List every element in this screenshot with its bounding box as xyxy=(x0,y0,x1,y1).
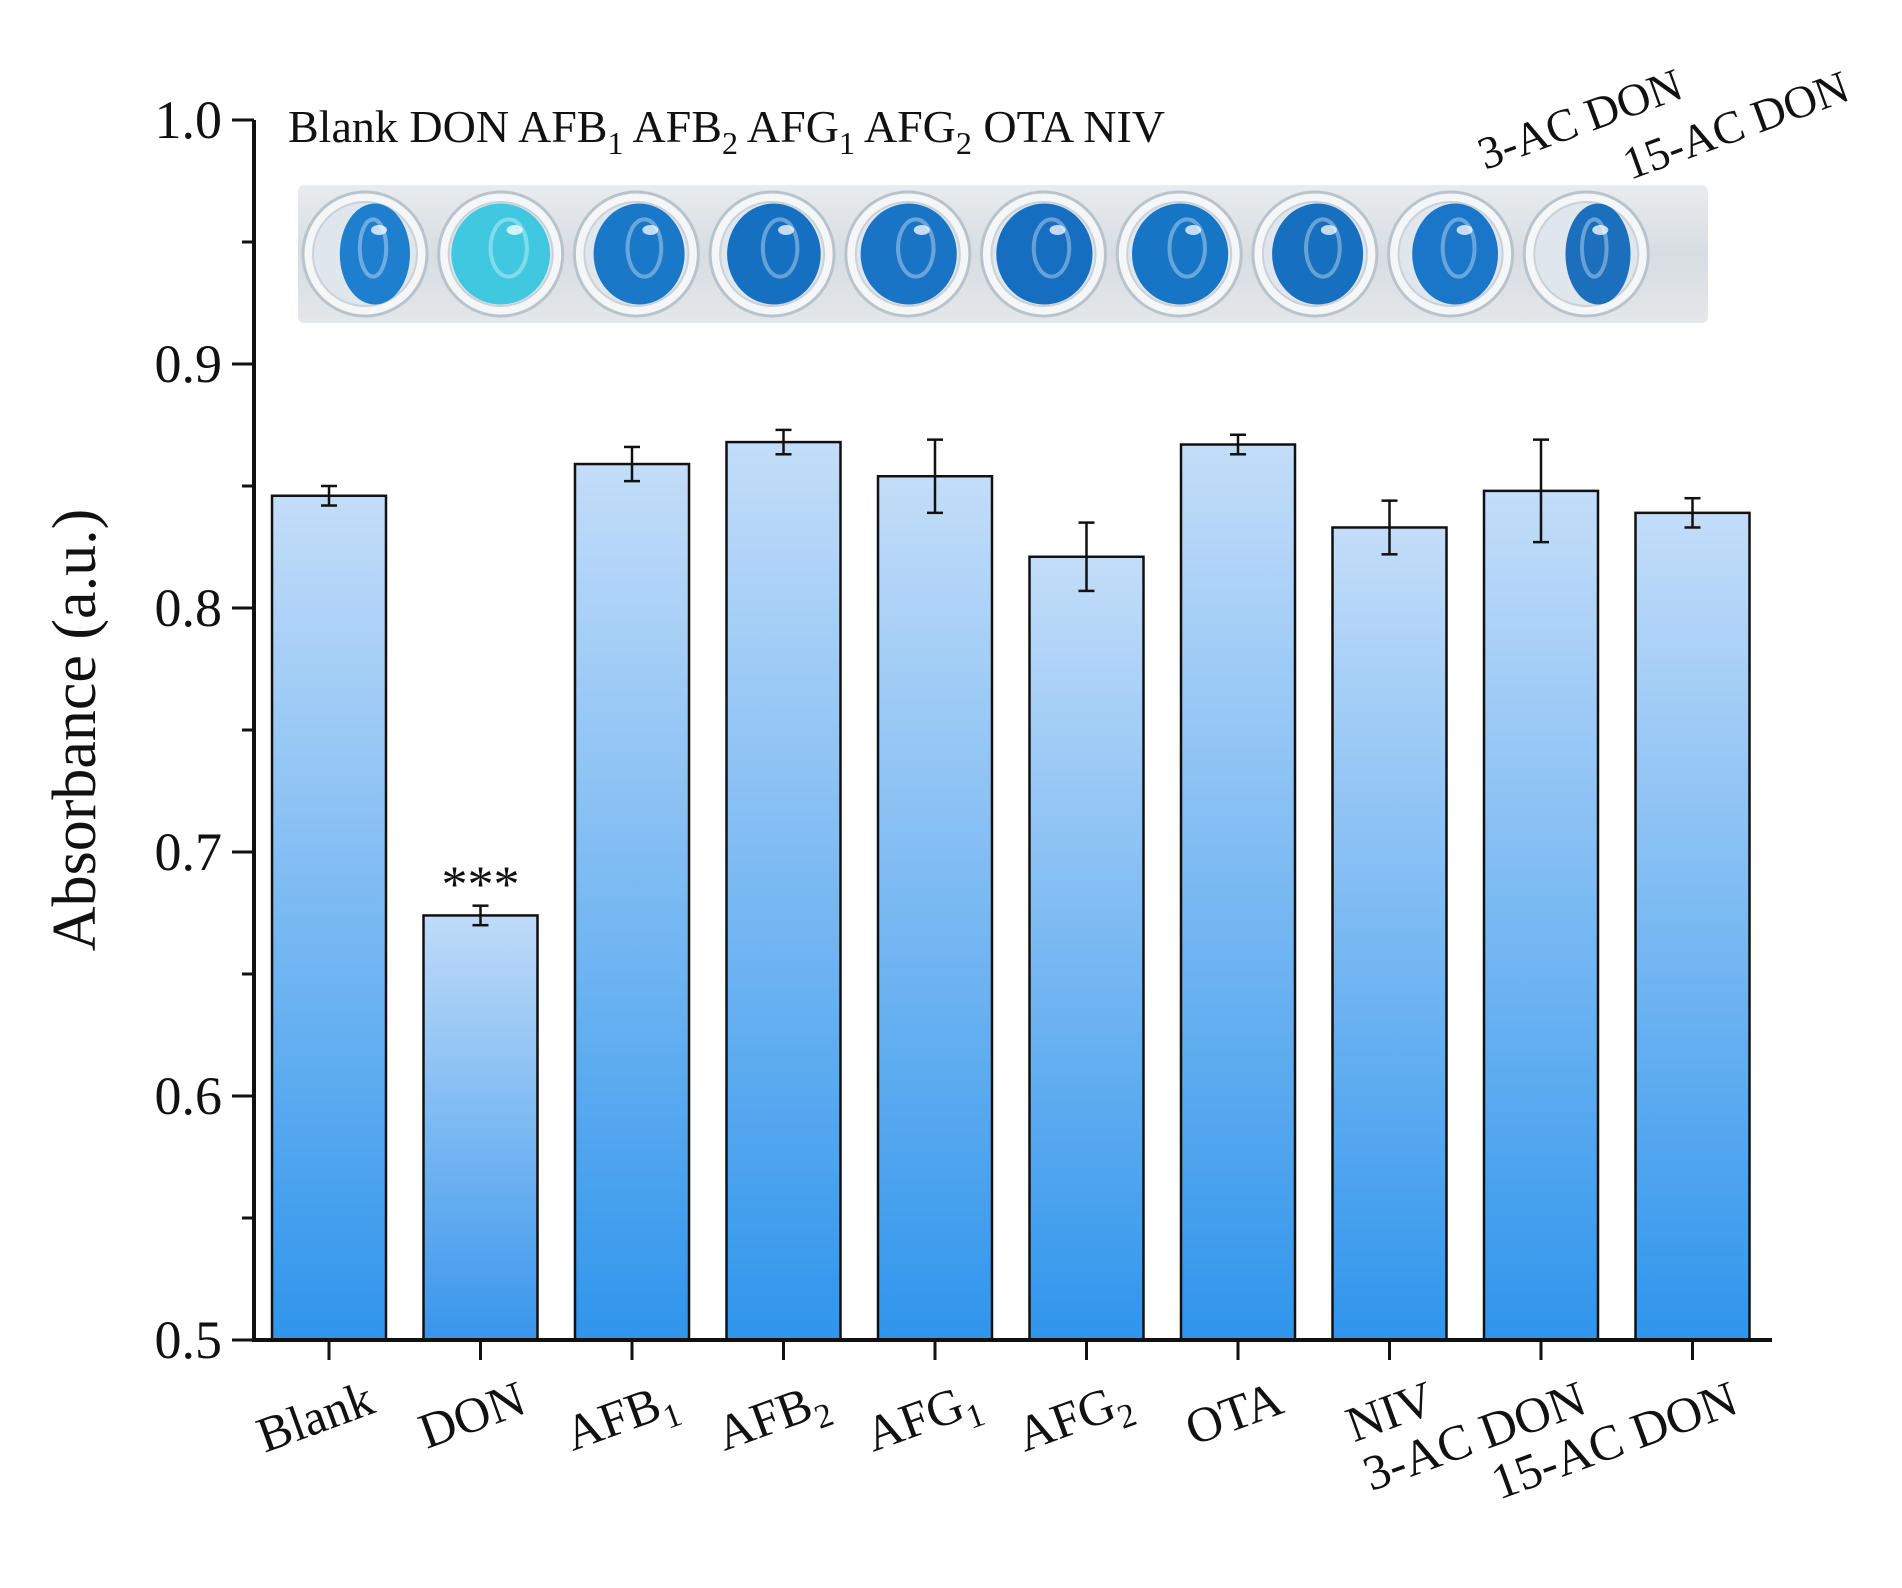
y-tick-label: 0.9 xyxy=(155,334,223,394)
well xyxy=(980,190,1107,318)
bar xyxy=(422,914,539,1342)
bar xyxy=(1028,555,1145,1342)
well xyxy=(1522,190,1650,318)
bar xyxy=(725,440,842,1342)
x-tick-label: AFB1 xyxy=(557,1370,687,1470)
error-bar xyxy=(927,438,943,515)
well-labels: Blank DON AFB1 AFB2 AFG1 AFG2 OTA NIV 3-A… xyxy=(288,58,1856,189)
y-tick-label: 0.5 xyxy=(155,1310,223,1370)
well xyxy=(437,190,565,318)
error-bars xyxy=(321,428,1701,927)
x-tick-label: OTA xyxy=(1178,1370,1290,1456)
x-tick-label: AFB2 xyxy=(709,1370,839,1470)
x-tick-label: Blank xyxy=(249,1370,380,1463)
bar xyxy=(1331,526,1448,1342)
well-label-row: Blank DON AFB1 AFB2 AFG1 AFG2 OTA NIV xyxy=(288,101,1165,161)
y-tick-label: 1.0 xyxy=(155,90,223,150)
well xyxy=(708,190,836,318)
well xyxy=(572,190,700,318)
y-axis-label: Absorbance (a.u.) xyxy=(41,509,109,951)
significance-stars: *** xyxy=(442,857,520,914)
y-tick-label: 0.8 xyxy=(155,578,223,638)
bar xyxy=(270,494,388,1342)
error-bar xyxy=(1230,433,1246,456)
error-bar xyxy=(321,484,337,507)
bar xyxy=(876,474,994,1342)
error-bar xyxy=(472,904,489,927)
error-bar xyxy=(1078,521,1095,593)
y-tick-label: 0.6 xyxy=(155,1066,223,1126)
well xyxy=(301,190,429,318)
bar xyxy=(1482,489,1600,1342)
bar xyxy=(1179,443,1297,1342)
error-bar xyxy=(1381,499,1398,556)
well xyxy=(844,190,972,318)
error-bar xyxy=(1533,438,1549,544)
bar xyxy=(573,462,691,1342)
x-tick-label: DON xyxy=(411,1370,532,1460)
bar xyxy=(1634,511,1751,1342)
well xyxy=(1387,190,1515,318)
well-strip-photo xyxy=(298,185,1708,323)
y-tick-label: 0.7 xyxy=(155,822,223,882)
error-bar xyxy=(775,428,792,456)
x-tick-label: AFG1 xyxy=(858,1370,990,1471)
error-bar xyxy=(624,445,640,483)
significance-annotations: *** xyxy=(442,857,520,914)
error-bar xyxy=(1684,496,1701,529)
x-tick-label: AFG2 xyxy=(1009,1370,1141,1471)
y-axis-ticks: 0.5 0.6 0.7 0.8 0.9 1.0 xyxy=(155,90,254,1370)
well xyxy=(1115,190,1243,318)
well xyxy=(1251,190,1379,318)
